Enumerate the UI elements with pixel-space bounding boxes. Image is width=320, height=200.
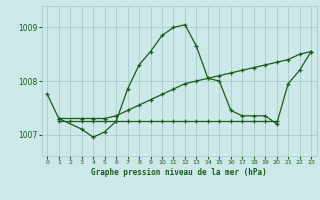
X-axis label: Graphe pression niveau de la mer (hPa): Graphe pression niveau de la mer (hPa) <box>91 168 267 177</box>
